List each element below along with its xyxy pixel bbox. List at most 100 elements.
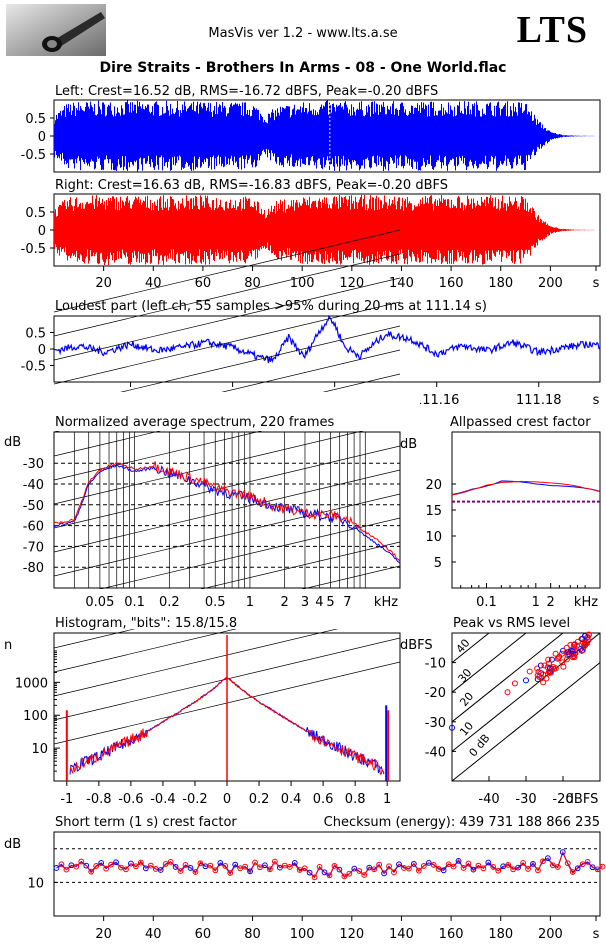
short-crest-point	[574, 865, 581, 872]
short-crest-point	[475, 862, 482, 869]
short-crest-xtick-label: 40	[145, 927, 162, 942]
spectrum-ytick-label: -80	[23, 561, 44, 576]
peak-rms-point	[579, 647, 586, 654]
short-crest-point	[83, 862, 90, 869]
short-crest-point	[257, 864, 263, 871]
crest-factor-xunit-label: kHz	[574, 595, 598, 610]
spectrum-clip	[400, 392, 420, 628]
short-crest-point	[341, 873, 348, 880]
short-crest-point	[445, 861, 452, 868]
short-crest-xtick-label: 80	[244, 927, 261, 942]
short-crest-point	[247, 868, 253, 875]
time-axis-label: 180	[488, 276, 513, 291]
short-crest-point	[271, 858, 278, 865]
peak-rms-point	[552, 650, 559, 657]
short-crest-point	[182, 862, 189, 868]
histogram-xtick-label: 0.2	[249, 792, 270, 807]
right-waveform-ytick-label: -0.5	[21, 242, 46, 257]
peak-rms-point	[558, 650, 565, 657]
short-crest-point	[465, 860, 472, 867]
spectrum-xunit-label: kHz	[374, 595, 398, 610]
peak-rms-diagonal-label: 40	[454, 637, 473, 656]
short-crest-xtick-label: 60	[195, 927, 212, 942]
peak-rms-diagonal	[451, 662, 601, 782]
short-crest-point	[386, 863, 392, 870]
short-crest-point	[366, 864, 373, 871]
short-crest-point	[470, 866, 477, 873]
brand-logo-text: LTS	[516, 9, 588, 51]
histogram-xtick-label: 0.8	[345, 792, 366, 807]
short-crest-ylabel: dB	[4, 837, 21, 852]
short-crest-point	[530, 861, 536, 867]
crest-factor-ytick-label: 20	[425, 478, 442, 493]
spectrum-slope-line	[53, 445, 401, 529]
peak-rms-point	[545, 656, 552, 663]
spectrum-xtick-label: 0.05	[85, 595, 114, 610]
short-crest-point	[232, 861, 239, 868]
spectrum-slope-line	[53, 493, 401, 577]
time-axis-label: 60	[195, 276, 212, 291]
loudest-part-frame	[53, 315, 601, 383]
header: MasVis ver 1.2 - www.lts.a.se LTS	[0, 0, 606, 60]
peak-rms-point	[563, 656, 570, 663]
short-crest-point	[391, 869, 397, 876]
crest-factor-ytick-label: 5	[434, 556, 442, 571]
right-waveform-signal	[54, 194, 600, 266]
peak-rms-point	[535, 668, 542, 675]
short-crest-xtick-label: 100	[290, 927, 315, 942]
short-crest-point	[450, 863, 457, 870]
short-crest-point	[579, 861, 586, 868]
histogram-xtick-label: -0.6	[118, 792, 143, 807]
left-waveform-ytick-label: -0.5	[21, 148, 46, 163]
left-waveform-signal	[54, 100, 600, 172]
crest-factor-frame	[451, 431, 601, 589]
spectrum-slope-line	[53, 517, 401, 601]
peak-rms-title: Peak vs RMS level	[453, 616, 570, 631]
short-crest-point	[544, 855, 551, 862]
short-crest-point	[207, 862, 214, 869]
short-crest-point	[515, 864, 521, 871]
peak-rms-point	[526, 668, 533, 675]
spectrum-title-fg: Normalized average spectrum, 220 frames	[55, 415, 334, 430]
spectrum-xtick-label: 0.1	[124, 595, 145, 610]
peak-rms-point	[545, 668, 552, 675]
short-crest-point	[371, 866, 378, 873]
short-crest-point	[321, 869, 328, 876]
loudest-ytick-label: -0.5	[21, 360, 46, 375]
time-axis-label: 20	[95, 276, 112, 291]
spectrum-xtick-label: 7	[343, 595, 351, 610]
short-crest-point	[594, 866, 601, 873]
histogram-xtick-label: -0.4	[150, 792, 175, 807]
short-crest-point	[430, 862, 437, 868]
short-crest-point	[396, 861, 402, 868]
short-crest-point	[296, 867, 303, 873]
short-crest-point	[564, 860, 571, 867]
short-crest-point	[162, 861, 169, 867]
peak-rms-xtick-label: -30	[515, 792, 536, 807]
spectrum-xtick-label: 1	[246, 595, 254, 610]
short-crest-point	[490, 864, 497, 870]
spectrum-xtick-label: 2	[281, 595, 289, 610]
crest-factor-series-red	[451, 480, 601, 496]
spectrum-clip	[24, 392, 53, 628]
short-crest-point	[242, 863, 249, 870]
logo	[6, 4, 106, 61]
time-axis-label: s	[593, 276, 600, 291]
peak-rms-point	[523, 677, 529, 684]
short-crest-point	[316, 864, 323, 870]
short-crest-point	[460, 865, 467, 871]
spectrum-xtick-label: 4	[315, 595, 323, 610]
short-crest-xtick-label: 180	[488, 927, 513, 942]
peak-rms-point	[560, 647, 566, 654]
short-crest-xtick-label: 140	[389, 927, 414, 942]
short-crest-point	[88, 868, 95, 875]
short-crest-point	[262, 862, 268, 869]
short-crest-point	[113, 859, 119, 866]
crest-factor-ytick-label: 10	[425, 530, 442, 545]
left-waveform-ytick-label: 0	[38, 130, 46, 145]
peak-rms-point	[534, 665, 541, 672]
short-crest-point	[103, 865, 110, 872]
logo-image	[6, 4, 106, 56]
short-crest-point	[559, 849, 566, 856]
